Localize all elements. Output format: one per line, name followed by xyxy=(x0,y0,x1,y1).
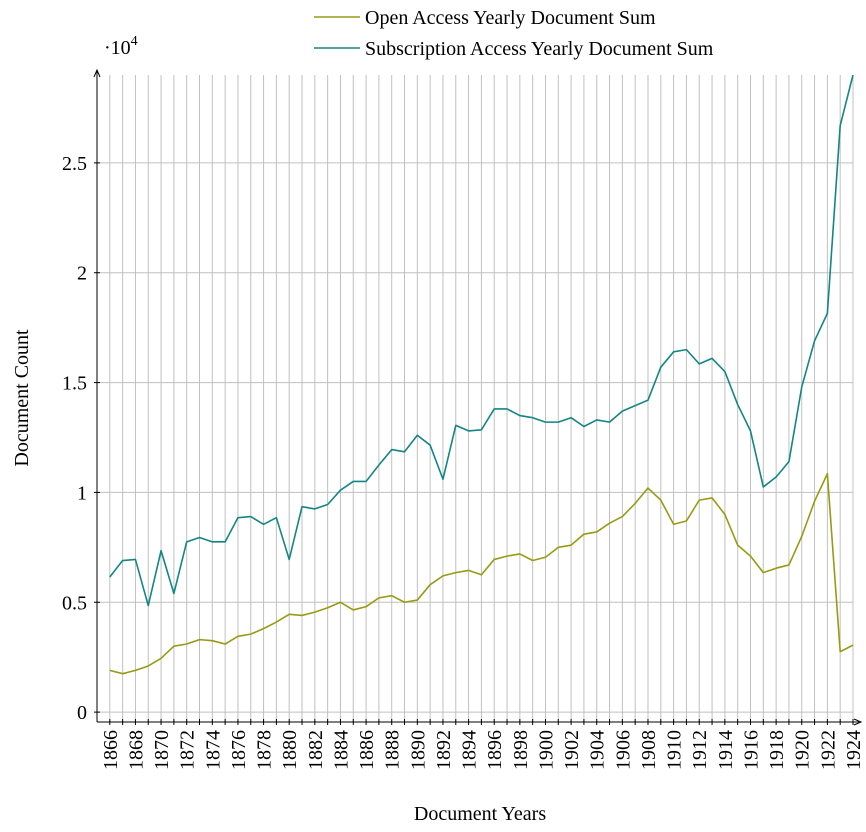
series-line xyxy=(109,472,854,675)
y-tick-label: 0 xyxy=(77,702,87,724)
y-tick-label: 0.5 xyxy=(62,592,87,614)
x-tick-label: 1870 xyxy=(151,730,173,770)
x-tick-label: 1906 xyxy=(612,730,634,770)
x-tick-label: 1912 xyxy=(689,730,711,770)
x-tick-label: 1910 xyxy=(664,730,686,770)
x-tick-label: 1922 xyxy=(817,730,839,770)
x-tick-label: 1898 xyxy=(510,730,532,770)
y-axis-label: Document Count xyxy=(11,329,33,467)
x-axis-arrow xyxy=(853,718,863,726)
y-tick-label: 1.5 xyxy=(62,373,87,395)
x-tick-label: 1878 xyxy=(254,730,276,770)
x-tick-label: 1868 xyxy=(125,730,147,770)
x-tick-label: 1880 xyxy=(279,730,301,770)
x-tick-label: 1924 xyxy=(843,730,865,770)
x-tick-label: 1884 xyxy=(330,730,352,770)
y-axis-arrow xyxy=(93,68,101,78)
multiplier-exponent: 4 xyxy=(131,34,138,49)
multiplier-base: ·10 xyxy=(104,37,131,59)
series-line xyxy=(109,74,854,607)
x-tick-label: 1886 xyxy=(356,730,378,770)
x-tick-label: 1908 xyxy=(638,730,660,770)
y-tick-label: 1 xyxy=(77,482,87,504)
x-tick-label: 1874 xyxy=(202,730,224,770)
x-tick-label: 1920 xyxy=(792,730,814,770)
legend-label: Open Access Yearly Document Sum xyxy=(365,7,656,29)
y-tick-label: 2 xyxy=(77,263,87,285)
x-tick-label: 1888 xyxy=(382,730,404,770)
x-tick-label: 1866 xyxy=(100,730,122,770)
x-tick-label: 1904 xyxy=(587,730,609,770)
x-tick-label: 1876 xyxy=(228,730,250,770)
x-axis-label: Document Years xyxy=(414,803,546,825)
x-tick-label: 1872 xyxy=(177,730,199,770)
legend-label: Subscription Access Yearly Document Sum xyxy=(365,38,714,60)
x-tick-label: 1918 xyxy=(766,730,788,770)
x-tick-label: 1902 xyxy=(561,730,583,770)
x-tick-label: 1890 xyxy=(407,730,429,770)
x-tick-label: 1900 xyxy=(535,730,557,770)
axis-multiplier: ·104 xyxy=(104,34,138,59)
x-tick-label: 1894 xyxy=(459,730,481,770)
y-tick-label: 2.5 xyxy=(62,153,87,175)
x-tick-label: 1882 xyxy=(305,730,327,770)
x-tick-label: 1896 xyxy=(484,730,506,770)
x-tick-label: 1892 xyxy=(433,730,455,770)
x-tick-label: 1916 xyxy=(740,730,762,770)
x-tick-label: 1914 xyxy=(715,730,737,770)
